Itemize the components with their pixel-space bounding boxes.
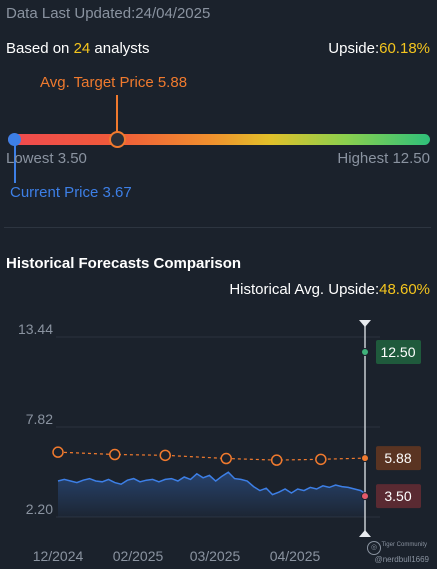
y-tick-label: 2.20	[26, 501, 53, 517]
cursor-bottom-handle	[359, 530, 371, 537]
current-price-stem	[14, 145, 16, 183]
data-updated-label: Data Last Updated:24/04/2025	[6, 5, 211, 22]
analyst-count-text: Based on 24 analysts	[6, 40, 150, 57]
price-line	[57, 471, 366, 496]
watermark-brand: Tiger Community	[381, 542, 427, 548]
analyst-count: 24	[73, 40, 91, 57]
highest-price-label: Highest 12.50	[337, 150, 430, 167]
avg-target-point	[109, 448, 121, 461]
high-target-badge	[376, 340, 421, 365]
upside-text: Upside:60.18%	[328, 40, 430, 57]
avg-target-price-label: Avg. Target Price 5.88	[40, 74, 188, 91]
tiger-community-logo: ◎	[367, 541, 381, 555]
low-target-badge	[376, 484, 421, 509]
section-divider	[4, 227, 431, 228]
x-tick-label: 04/2025	[270, 548, 321, 564]
avg-target-stem	[116, 95, 118, 133]
avg-target-point	[159, 449, 171, 462]
x-tick-label: 12/2024	[33, 548, 84, 564]
high-target-dot	[361, 348, 369, 357]
avg-target-point	[220, 452, 232, 465]
avg-target-point	[52, 446, 64, 458]
y-tick-label: 7.82	[26, 411, 53, 427]
historical-avg-upside: Historical Avg. Upside:48.60%	[229, 281, 430, 298]
low-target-label: 3.50	[384, 488, 411, 504]
high-target-label: 12.50	[380, 344, 415, 360]
current-price-label: Current Price 3.67	[10, 184, 132, 201]
historical-avg-upside-value: 48.60%	[379, 281, 430, 298]
lowest-price-label: Lowest 3.50	[6, 150, 87, 167]
y-tick-label: 13.44	[18, 321, 53, 337]
price-area	[58, 472, 365, 517]
historical-forecasts-title: Historical Forecasts Comparison	[6, 255, 242, 272]
current-price-marker	[8, 133, 21, 146]
avg-target-marker	[109, 131, 126, 148]
upside-value: 60.18%	[379, 40, 430, 57]
avg-target-dot	[361, 454, 369, 463]
avg-target-point	[270, 454, 283, 466]
low-target-dot	[361, 492, 369, 501]
x-tick-label: 03/2025	[190, 548, 241, 564]
price-range-bar	[8, 134, 430, 145]
x-tick-label: 02/2025	[113, 548, 164, 564]
updated-date: 24/04/2025	[135, 5, 211, 22]
avg-target-badge	[376, 446, 421, 471]
watermark-user: @nerdbull1669	[374, 555, 429, 564]
avg-target-point	[315, 453, 327, 466]
avg-target-label: 5.88	[384, 450, 411, 466]
cursor-top-handle	[359, 320, 371, 327]
